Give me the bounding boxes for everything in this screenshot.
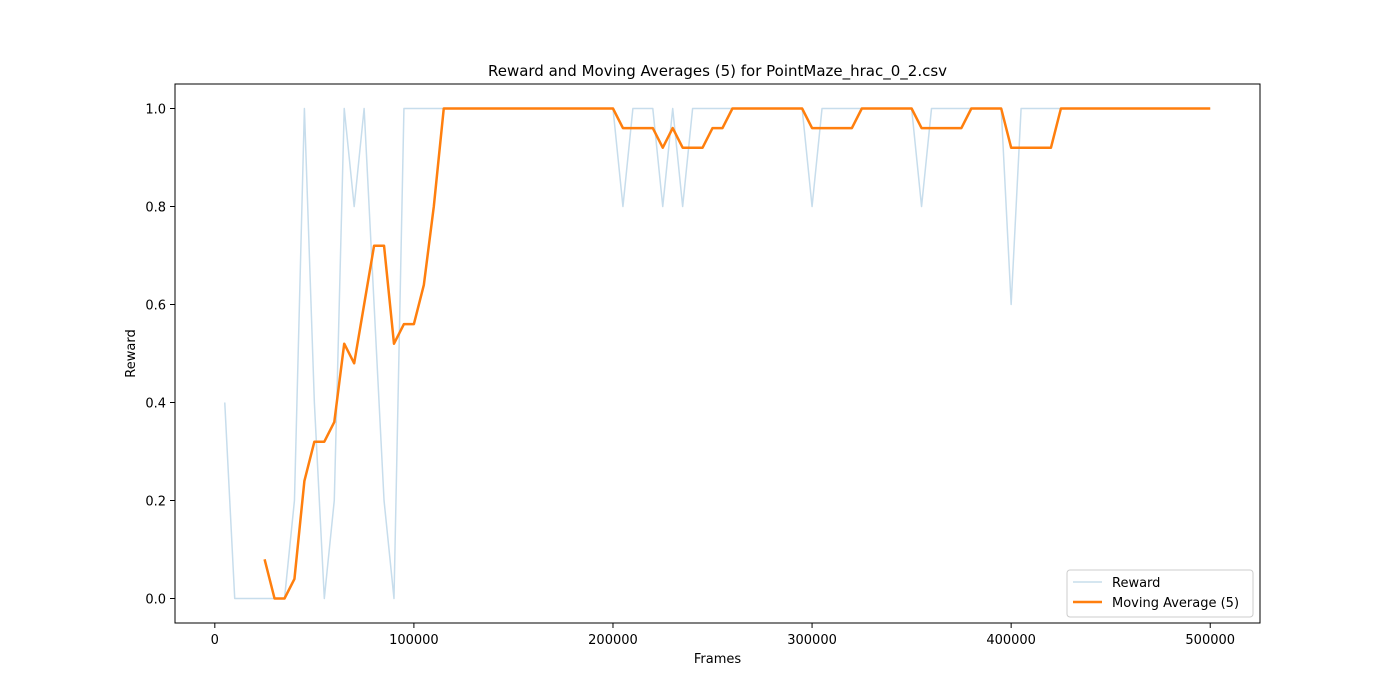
x-axis-label: Frames [694, 652, 742, 667]
x-tick-label: 200000 [588, 633, 638, 648]
series-layer [224, 107, 1211, 600]
y-tick-label: 0.0 [145, 593, 166, 608]
y-axis-ticks: 0.0 0.2 0.4 0.6 0.8 1.0 [145, 103, 175, 608]
chart-title: Reward and Moving Averages (5) for Point… [488, 62, 947, 81]
y-tick-label: 0.4 [145, 397, 166, 412]
legend: Reward Moving Average (5) [1066, 569, 1254, 618]
x-tick-label: 400000 [986, 633, 1036, 648]
y-tick-label: 0.8 [145, 201, 166, 216]
series-line-reward [224, 107, 1211, 600]
y-axis-label: Reward [124, 329, 139, 377]
legend-box [1066, 569, 1254, 618]
y-tick-label: 1.0 [145, 103, 166, 118]
x-axis-ticks: 0 100000 200000 300000 400000 500000 [211, 623, 1235, 648]
x-tick-label: 300000 [787, 633, 837, 648]
legend-label-reward: Reward [1112, 576, 1160, 591]
plot-frame [174, 83, 1261, 624]
series-line-moving-average-5 [263, 107, 1211, 600]
legend-label-moving-average: Moving Average (5) [1112, 596, 1239, 611]
x-tick-label: 500000 [1185, 633, 1235, 648]
y-tick-label: 0.6 [145, 299, 166, 314]
x-tick-label: 100000 [389, 633, 439, 648]
y-tick-label: 0.2 [145, 495, 166, 510]
x-tick-label: 0 [211, 633, 219, 648]
